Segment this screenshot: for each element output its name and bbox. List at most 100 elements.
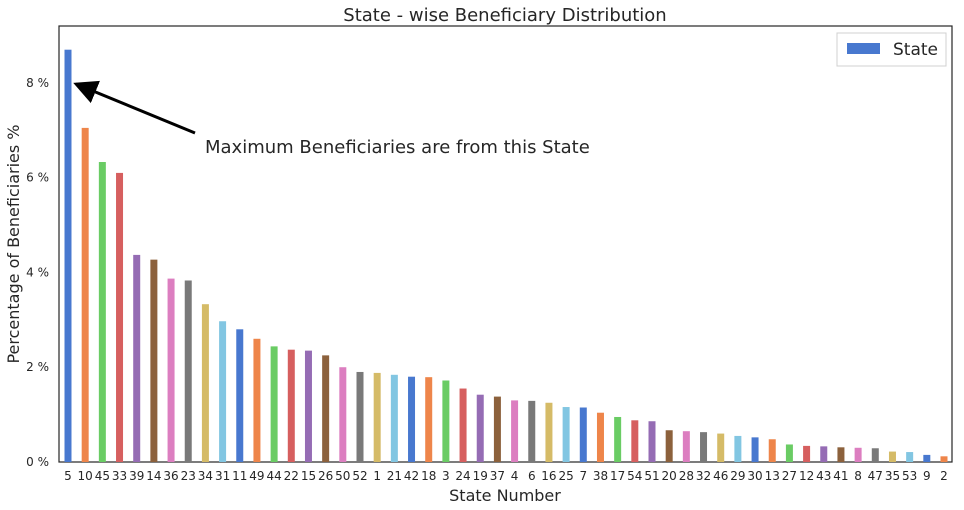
bar-state-5 — [64, 49, 72, 462]
legend-swatch-state — [847, 43, 880, 54]
x-tick-label: 16 — [541, 469, 556, 483]
x-tick-label: 3 — [442, 469, 450, 483]
legend: State — [836, 32, 947, 67]
y-tick-label: 4 % — [26, 265, 49, 279]
x-tick-label: 29 — [730, 469, 745, 483]
x-tick-label: 44 — [266, 469, 281, 483]
x-tick-label: 5 — [64, 469, 72, 483]
bar-state-43 — [820, 446, 828, 462]
bar-state-25 — [562, 407, 570, 462]
x-tick-label: 8 — [854, 469, 862, 483]
x-tick-label: 13 — [765, 469, 780, 483]
bar-state-17 — [614, 416, 622, 462]
x-tick-label: 39 — [129, 469, 144, 483]
bar-state-15 — [304, 350, 312, 462]
x-tick-label: 52 — [352, 469, 367, 483]
x-tick-label: 47 — [868, 469, 883, 483]
bar-state-22 — [287, 349, 295, 462]
y-tick-label: 6 % — [26, 171, 49, 185]
bar-state-28 — [682, 431, 690, 462]
x-tick-label: 21 — [387, 469, 402, 483]
y-tick-label: 8 % — [26, 76, 49, 90]
plot-area — [58, 25, 953, 463]
bar-state-6 — [528, 400, 536, 462]
x-tick-label: 54 — [627, 469, 642, 483]
x-tick-label: 49 — [249, 469, 264, 483]
y-tick-labels: 0 % 2 % 4 % 6 % 8 % — [26, 76, 49, 469]
bar-state-8 — [854, 447, 862, 462]
x-tick-label: 14 — [146, 469, 161, 483]
x-tick-label: 28 — [679, 469, 694, 483]
x-tick-label: 50 — [335, 469, 350, 483]
bar-state-29 — [734, 435, 742, 462]
bar-state-35 — [888, 451, 896, 462]
x-tick-label: 25 — [558, 469, 573, 483]
x-tick-label: 34 — [198, 469, 213, 483]
x-tick-label: 22 — [284, 469, 299, 483]
x-axis-label: State Number — [449, 486, 561, 505]
x-tick-label: 35 — [885, 469, 900, 483]
bar-state-50 — [339, 367, 347, 462]
x-tick-label: 6 — [528, 469, 536, 483]
x-tick-label: 43 — [816, 469, 831, 483]
bar-state-49 — [253, 338, 261, 462]
bar-state-31 — [219, 321, 227, 462]
bar-state-11 — [236, 329, 244, 462]
x-tick-label: 30 — [747, 469, 762, 483]
bar-state-1 — [373, 372, 381, 462]
x-tick-label: 26 — [318, 469, 333, 483]
x-tick-label: 33 — [112, 469, 127, 483]
bar-state-42 — [408, 376, 416, 462]
bar-state-45 — [98, 162, 106, 462]
x-tick-label: 1 — [373, 469, 381, 483]
x-tick-label: 18 — [421, 469, 436, 483]
x-tick-label: 27 — [782, 469, 797, 483]
legend-label-state: State — [893, 40, 938, 60]
x-tick-label: 17 — [610, 469, 625, 483]
bar-state-54 — [631, 420, 639, 462]
x-tick-label: 4 — [511, 469, 519, 483]
bar-state-20 — [665, 430, 673, 462]
y-axis-label: Percentage of Beneficiaries % — [4, 124, 23, 363]
bar-state-26 — [322, 355, 330, 462]
x-tick-label: 23 — [181, 469, 196, 483]
bar-state-34 — [201, 304, 209, 462]
x-tick-label: 10 — [78, 469, 93, 483]
x-tick-label: 2 — [940, 469, 948, 483]
x-tick-label: 42 — [404, 469, 419, 483]
bar-state-7 — [579, 407, 587, 462]
bar-state-27 — [785, 444, 793, 462]
y-tick-label: 0 % — [26, 455, 49, 469]
bar-state-30 — [751, 437, 759, 462]
x-tick-label: 37 — [490, 469, 505, 483]
bar-state-24 — [459, 388, 467, 462]
bar-state-19 — [476, 394, 484, 462]
x-tick-label: 12 — [799, 469, 814, 483]
x-tick-label: 41 — [833, 469, 848, 483]
bar-state-23 — [184, 280, 192, 462]
bar-state-46 — [717, 433, 725, 462]
bar-state-13 — [768, 439, 776, 462]
x-tick-label: 15 — [301, 469, 316, 483]
x-tick-label: 45 — [95, 469, 110, 483]
bar-state-52 — [356, 371, 364, 462]
bar-state-44 — [270, 346, 278, 462]
bar-state-32 — [700, 432, 708, 462]
y-tick-label: 2 % — [26, 360, 49, 374]
bar-state-47 — [871, 448, 879, 462]
x-tick-label: 32 — [696, 469, 711, 483]
bar-state-33 — [116, 172, 124, 462]
x-tick-label: 20 — [662, 469, 677, 483]
bar-state-9 — [923, 454, 931, 462]
x-tick-labels: 5 10 45 33 39 14 36 23 34 31 11 49 44 22 15 26 50 52 1 21 42… — [64, 469, 948, 483]
bar-state-3 — [442, 380, 450, 462]
x-tick-label: 7 — [579, 469, 587, 483]
bar-state-10 — [81, 127, 89, 462]
bar-state-38 — [596, 412, 604, 462]
bar-state-2 — [940, 456, 948, 462]
bar-state-36 — [167, 278, 175, 462]
bars-group — [64, 49, 948, 462]
bar-state-41 — [837, 447, 845, 462]
bar-state-21 — [390, 374, 398, 462]
